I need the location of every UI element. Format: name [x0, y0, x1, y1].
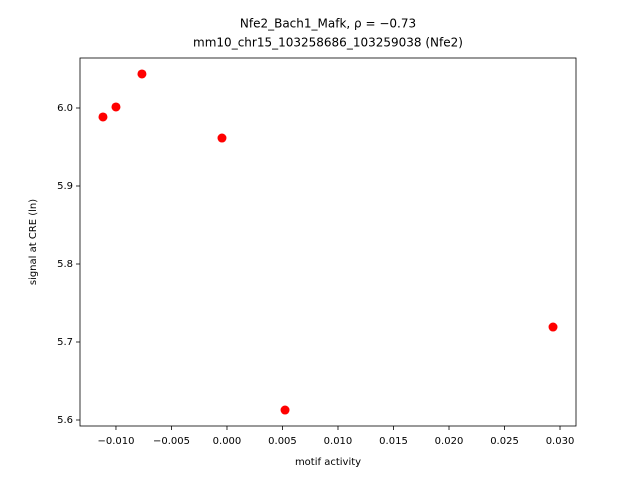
chart-subtitle: mm10_chr15_103258686_103259038 (Nfe2)	[193, 36, 463, 50]
point	[137, 69, 147, 79]
x-tick-label: 0.030	[546, 436, 575, 447]
y-tick-label: 5.7	[57, 337, 73, 348]
x-axis-label: motif activity	[295, 457, 361, 468]
x-tick-label: −0.005	[153, 436, 190, 447]
x-tick-label: 0.025	[490, 436, 519, 447]
x-tick-label: 0.015	[379, 436, 408, 447]
x-tick-label: 0.010	[324, 436, 353, 447]
y-tick-label: 6.0	[57, 103, 73, 114]
x-tick-label: 0.020	[435, 436, 464, 447]
y-tick-label: 5.9	[57, 181, 73, 192]
plot-frame	[79, 57, 577, 427]
point	[111, 102, 121, 112]
x-tick-label: 0.000	[213, 436, 242, 447]
chart-title: Nfe2_Bach1_Mafk, ρ = −0.73	[240, 17, 416, 31]
point	[98, 112, 108, 122]
y-axis-label: signal at CRE (ln)	[28, 199, 39, 285]
x-tick-label: 0.005	[268, 436, 297, 447]
point	[217, 133, 227, 143]
x-tick-label: −0.010	[97, 436, 134, 447]
point	[548, 322, 558, 332]
y-tick-label: 5.6	[57, 415, 73, 426]
point	[280, 405, 290, 415]
y-tick-label: 5.8	[57, 259, 73, 270]
